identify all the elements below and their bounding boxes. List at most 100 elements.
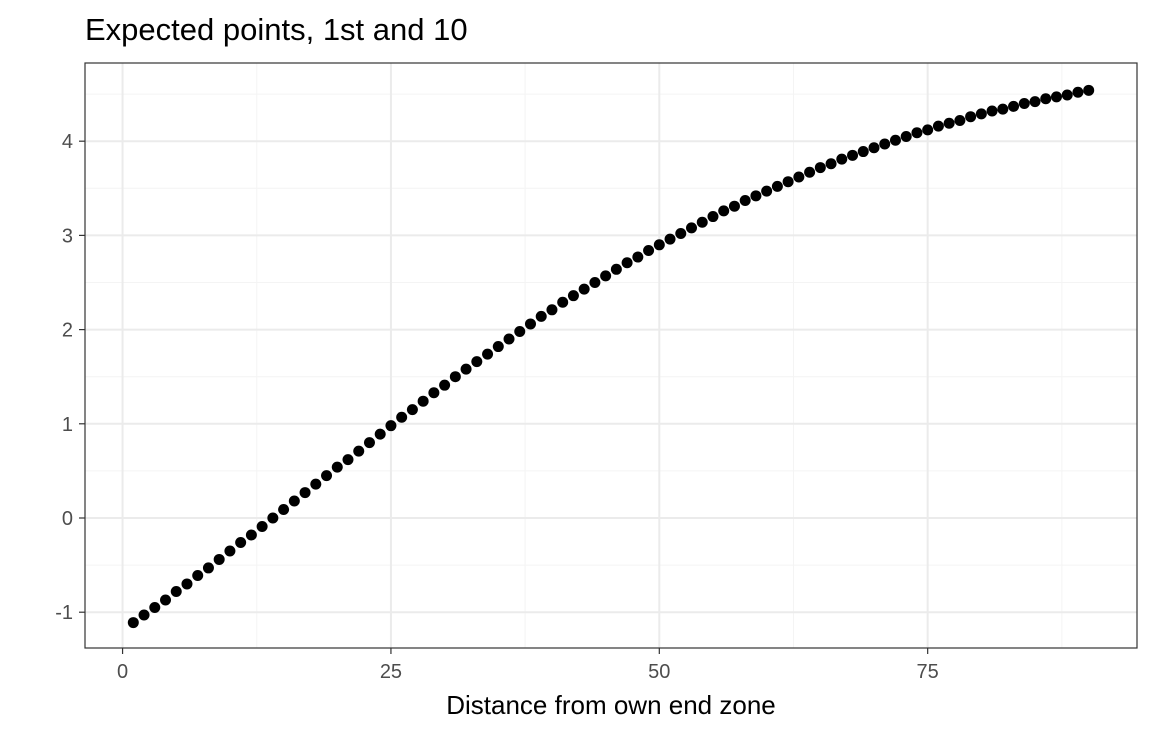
data-point [213, 553, 225, 565]
data-point [471, 356, 483, 368]
y-tick-label: 3 [62, 225, 73, 247]
data-point [1050, 91, 1062, 103]
data-point [267, 512, 279, 524]
data-point [975, 108, 987, 120]
data-point [557, 296, 569, 308]
data-point [202, 562, 214, 574]
y-tick-label: 4 [62, 131, 73, 153]
data-point [567, 290, 579, 302]
data-point [932, 120, 944, 132]
data-point [278, 504, 290, 516]
data-point [535, 310, 547, 322]
data-point [288, 495, 300, 507]
data-point [879, 138, 891, 150]
data-point [428, 387, 440, 399]
data-point [943, 117, 955, 129]
data-point [965, 111, 977, 123]
data-point [621, 257, 633, 269]
data-point [997, 103, 1009, 115]
data-point [1072, 86, 1084, 98]
data-point [396, 411, 408, 423]
data-point [181, 578, 193, 590]
data-point [245, 529, 257, 541]
data-point [664, 233, 676, 245]
data-point [127, 617, 139, 629]
data-point [417, 395, 429, 407]
data-point [331, 461, 343, 473]
data-point [224, 545, 236, 557]
data-point [771, 180, 783, 192]
data-point [600, 270, 612, 282]
x-tick-label: 25 [380, 661, 402, 683]
data-point [836, 153, 848, 165]
data-point [363, 437, 375, 449]
data-point [686, 222, 698, 234]
data-point [589, 276, 601, 288]
data-point [439, 379, 451, 391]
data-point [653, 239, 665, 251]
data-point [1061, 89, 1073, 101]
data-point [449, 371, 461, 383]
chart-title: Expected points, 1st and 10 [85, 12, 468, 47]
data-point [610, 263, 622, 275]
y-tick-label: 1 [62, 414, 73, 436]
data-point [460, 363, 472, 375]
data-point [546, 304, 558, 316]
data-point [1083, 84, 1095, 96]
data-point [900, 130, 912, 142]
data-point [385, 420, 397, 432]
data-point [675, 228, 687, 240]
data-point [353, 445, 365, 457]
y-tick-label: 2 [62, 320, 73, 342]
y-axis: -1 0 1 2 3 4 [55, 131, 85, 624]
data-point [482, 348, 494, 360]
data-point [632, 251, 644, 263]
data-point [170, 585, 182, 597]
data-point [342, 454, 354, 466]
panel-border [84, 62, 1138, 649]
grid [85, 63, 1137, 648]
x-tick-label: 0 [117, 661, 128, 683]
data-point [707, 211, 719, 223]
data-point [321, 470, 333, 482]
data-point [761, 185, 773, 197]
data-point [374, 428, 386, 440]
data-point [1008, 100, 1020, 112]
data-point [503, 333, 515, 345]
data-point [696, 216, 708, 228]
data-point [889, 134, 901, 146]
data-point [406, 404, 418, 416]
data-point [954, 114, 966, 126]
data-point [160, 594, 172, 606]
data-point [847, 149, 859, 161]
y-tick-label: -1 [55, 602, 73, 624]
x-axis-title: Distance from own end zone [446, 690, 776, 720]
data-point [1029, 96, 1041, 108]
data-point [514, 325, 526, 337]
data-point [299, 487, 311, 499]
data-point [1040, 93, 1052, 105]
data-point [782, 176, 794, 188]
data-point [804, 166, 816, 178]
data-point [868, 142, 880, 154]
data-point [793, 171, 805, 183]
data-point [1018, 98, 1030, 110]
x-tick-label: 50 [648, 661, 670, 683]
data-point [138, 609, 150, 621]
data-point [310, 478, 322, 490]
data-point [718, 205, 730, 217]
x-tick-label: 75 [917, 661, 939, 683]
data-point [728, 200, 740, 212]
data-point [235, 536, 247, 548]
data-point [192, 569, 204, 581]
data-point [149, 601, 161, 613]
data-point [750, 190, 762, 202]
data-point [857, 146, 869, 158]
data-point [814, 162, 826, 174]
data-point [911, 127, 923, 139]
data-point [986, 105, 998, 117]
data-point [922, 124, 934, 136]
data-point [524, 318, 536, 330]
x-axis: 0 25 50 75 [117, 648, 939, 683]
